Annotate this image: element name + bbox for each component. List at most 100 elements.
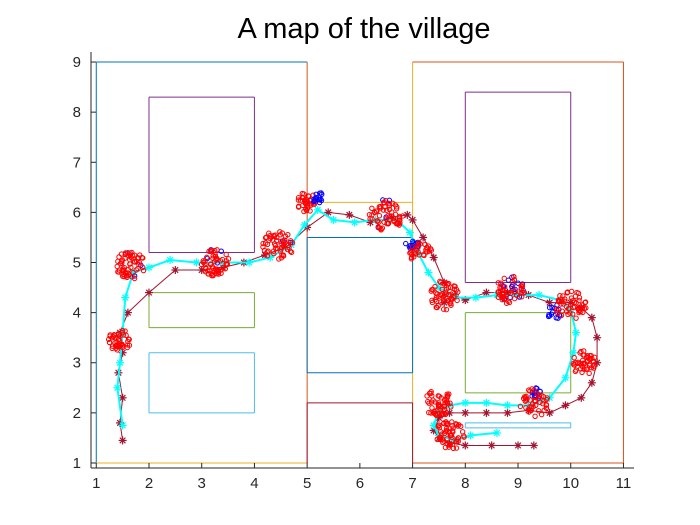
path-1-point: [424, 268, 433, 277]
x-tick-label: 9: [514, 475, 522, 492]
cluster-9-red-point: [433, 298, 440, 304]
cluster-17-red-point: [440, 439, 446, 446]
cluster-1-red-point: [116, 254, 122, 260]
cluster-17-red-point: [458, 423, 464, 429]
cluster-6-red-point: [388, 209, 395, 215]
cluster-0-red-point: [126, 336, 132, 343]
cluster-7-blue-point: [403, 240, 409, 247]
cluster-16-red-point: [436, 402, 442, 408]
cluster-10-red-point: [502, 296, 508, 302]
cluster-16-red-point: [444, 400, 451, 407]
path-0-point: [461, 408, 470, 417]
cluster-17-red-point: [443, 425, 450, 432]
cluster-3-red-point: [264, 249, 270, 255]
path-0-point: [123, 308, 132, 317]
cluster-12-red-point: [570, 297, 576, 304]
x-tick-label: 3: [198, 475, 206, 492]
y-tick-label: 8: [73, 104, 81, 121]
cluster-10-red-point: [506, 299, 513, 306]
cluster-0-red-point: [112, 343, 119, 349]
cluster-10-red-point: [511, 273, 517, 280]
path-1-point: [535, 291, 544, 300]
path-1-point: [300, 220, 309, 229]
cluster-5-blue-point: [313, 191, 319, 198]
x-tick-label: 4: [250, 475, 258, 492]
cluster-16-red-point: [428, 399, 435, 405]
cluster-2-red-point: [217, 258, 224, 264]
cluster-6-red-point: [367, 216, 373, 222]
cluster-12-red-point: [580, 309, 586, 316]
cluster-15-red-point: [536, 408, 542, 414]
cluster-17-red-point: [453, 445, 460, 451]
cluster-12-red-point: [564, 290, 570, 296]
cluster-9-red-point: [454, 297, 460, 304]
cluster-17-red-point: [455, 423, 461, 429]
cluster-17-red-point: [461, 434, 467, 440]
cluster-13-red-point: [587, 352, 593, 359]
cluster-12-red-point: [559, 308, 565, 314]
cluster-15-red-point: [527, 397, 533, 403]
cluster-8-red-point: [415, 241, 421, 248]
cluster-2-red-point: [209, 247, 215, 254]
cluster-12-red-point: [575, 290, 582, 296]
cluster-12-red-point: [573, 315, 579, 321]
cluster-6-red-point: [383, 207, 390, 213]
cluster-6-red-point: [374, 218, 381, 224]
cluster-3-red-point: [262, 240, 269, 246]
cluster-3-red-point: [288, 249, 295, 256]
cluster-17-red-point: [446, 429, 453, 435]
cluster-3-red-point: [286, 244, 292, 251]
cluster-9-red-point: [438, 279, 444, 286]
cluster-13-red-point: [585, 358, 591, 364]
cluster-17-red-point: [450, 429, 456, 435]
cluster-12-red-point: [569, 311, 576, 317]
cluster-9-red-point: [451, 283, 457, 289]
path-1-point: [166, 256, 175, 264]
path-0-point: [429, 253, 438, 262]
cluster-2-red-point: [210, 253, 216, 259]
cluster-15-red-point: [528, 407, 534, 414]
y-tick-label: 9: [73, 54, 81, 71]
cluster-1-red-point: [136, 259, 143, 266]
path-0-point: [503, 408, 512, 417]
cluster-17-red-point: [447, 441, 453, 448]
x-tick-label: 5: [303, 475, 311, 492]
sample-clusters: [105, 190, 598, 451]
cluster-2-red-point: [204, 254, 210, 261]
chart-title: A map of the village: [237, 13, 490, 45]
cluster-5-blue-point: [319, 191, 325, 198]
cluster-13-red-point: [583, 366, 589, 372]
cluster-3-red-point: [273, 245, 279, 252]
cluster-6-red-point: [397, 220, 403, 226]
y-tick-label: 2: [73, 405, 81, 422]
cluster-3-red-point: [276, 256, 282, 262]
cluster-1-red-point: [127, 257, 133, 263]
cluster-13-red-point: [591, 354, 598, 361]
cluster-6-red-point: [369, 205, 375, 212]
cluster-10-red-point: [499, 297, 505, 303]
cluster-8-red-point: [420, 252, 427, 258]
path-1-point: [313, 205, 322, 214]
cluster-1-red-point: [115, 269, 121, 275]
path-1-point: [561, 373, 570, 382]
cluster-15-red-point: [529, 386, 535, 392]
cluster-9-red-point: [443, 306, 450, 313]
cluster-8-red-point: [415, 244, 421, 250]
cluster-10-red-point: [518, 286, 524, 293]
cluster-17-red-point: [443, 428, 449, 435]
cluster-13-red-point: [586, 370, 592, 377]
path-0-point: [487, 441, 496, 450]
cluster-9-red-point: [432, 283, 438, 290]
cluster-15-red-point: [538, 411, 545, 418]
cluster-1-red-point: [133, 267, 140, 273]
cluster-0-red-point: [105, 336, 112, 343]
cluster-2-red-point: [209, 271, 216, 278]
cluster-13-red-point: [591, 365, 597, 371]
cluster-0-red-point: [116, 338, 123, 344]
cluster-9-red-point: [443, 280, 449, 286]
cluster-4-red-point: [303, 200, 309, 206]
cluster-3-red-point: [271, 250, 277, 257]
path-1-point: [405, 228, 414, 237]
